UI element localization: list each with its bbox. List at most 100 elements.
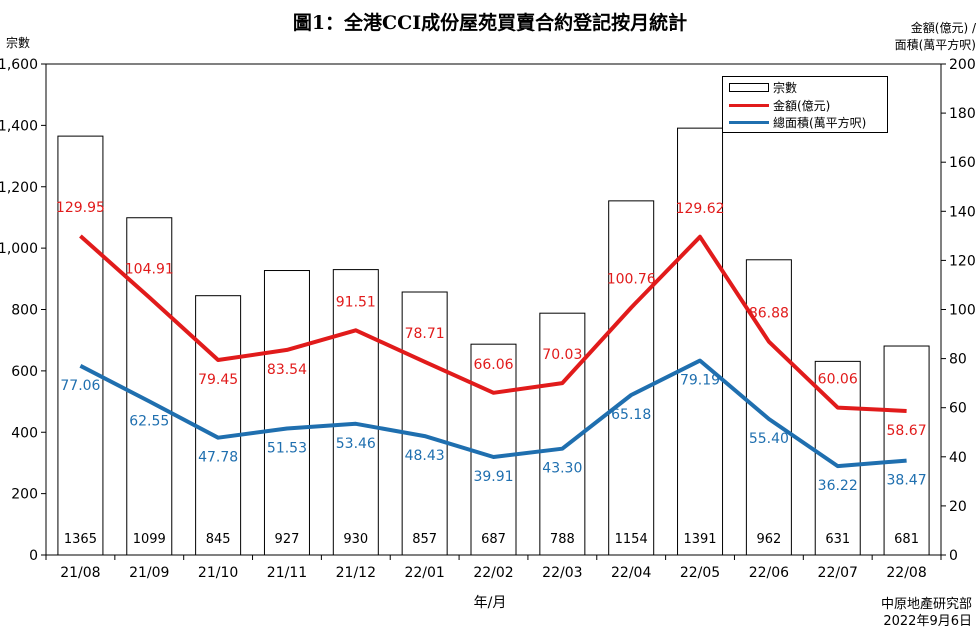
area-value-label: 62.55 bbox=[129, 413, 169, 429]
area-value-label: 39.91 bbox=[473, 469, 513, 485]
amount-value-label: 104.91 bbox=[125, 261, 174, 277]
y-right-tick-label: 160 bbox=[949, 155, 976, 171]
x-tick-label: 21/09 bbox=[129, 565, 169, 581]
legend-swatch-bar bbox=[729, 82, 769, 92]
x-axis-label: 年/月 bbox=[473, 595, 507, 611]
area-value-label: 79.19 bbox=[680, 373, 720, 389]
x-tick-label: 22/07 bbox=[818, 565, 858, 581]
x-tick-label: 22/08 bbox=[886, 565, 926, 581]
bar bbox=[539, 312, 586, 556]
legend-item-area: 總面積(萬平方呎) bbox=[729, 114, 866, 130]
bar bbox=[195, 295, 242, 556]
area-value-label: 55.40 bbox=[749, 431, 789, 447]
bar bbox=[608, 200, 655, 556]
y-right-tick-label: 60 bbox=[949, 401, 967, 417]
legend: 宗數 金額(億元) 總面積(萬平方呎) bbox=[722, 76, 888, 133]
x-tick-label: 21/08 bbox=[60, 565, 100, 581]
amount-value-label: 83.54 bbox=[267, 362, 307, 378]
y-left-tick-label: 400 bbox=[11, 425, 38, 441]
bar-value-label: 1365 bbox=[64, 532, 97, 547]
bar-value-label: 1391 bbox=[683, 532, 716, 547]
bar bbox=[677, 127, 724, 556]
y-left-tick-label: 800 bbox=[11, 303, 38, 319]
y-axis-right-label-line2: 面積(萬平方呎) bbox=[894, 38, 976, 52]
amount-value-label: 129.62 bbox=[676, 201, 725, 217]
area-value-label: 51.53 bbox=[267, 440, 307, 456]
chart-title: 圖1：全港CCI成份屋苑買賣合約登記按月統計 bbox=[292, 12, 688, 34]
legend-item-amount: 金額(億元) bbox=[729, 97, 830, 113]
legend-swatch-amount bbox=[729, 103, 769, 107]
bar bbox=[126, 217, 173, 556]
legend-item-bar: 宗數 bbox=[729, 79, 797, 95]
y-left-tick-label: 1,600 bbox=[0, 57, 38, 73]
amount-value-label: 70.03 bbox=[542, 347, 582, 363]
bar-value-label: 962 bbox=[756, 532, 781, 547]
area-value-label: 53.46 bbox=[336, 436, 376, 452]
amount-value-label: 86.88 bbox=[749, 306, 789, 322]
y-left-tick-label: 1,200 bbox=[0, 180, 38, 196]
bar-value-label: 845 bbox=[206, 532, 231, 547]
y-right-tick-label: 140 bbox=[949, 204, 976, 220]
bar-value-label: 788 bbox=[550, 532, 575, 547]
bar bbox=[745, 259, 792, 556]
amount-value-label: 58.67 bbox=[887, 423, 927, 439]
legend-label-bar: 宗數 bbox=[773, 80, 798, 95]
area-value-label: 36.22 bbox=[818, 478, 858, 494]
bar bbox=[263, 270, 310, 556]
bar-value-label: 681 bbox=[894, 532, 919, 547]
source-note: 中原地產研究部 2022年9月6日 bbox=[881, 596, 972, 630]
x-tick-label: 22/02 bbox=[473, 565, 513, 581]
bar bbox=[470, 343, 517, 556]
bar-value-label: 687 bbox=[481, 532, 506, 547]
bar bbox=[401, 291, 448, 556]
bar-value-label: 1099 bbox=[133, 532, 166, 547]
area-line bbox=[79, 358, 907, 469]
x-tick-label: 21/12 bbox=[336, 565, 376, 581]
area-value-label: 38.47 bbox=[887, 473, 927, 489]
amount-value-label: 129.95 bbox=[56, 200, 105, 216]
y-left-tick-label: 600 bbox=[11, 364, 38, 380]
y-axis-left-label: 宗數 bbox=[6, 36, 31, 50]
bar bbox=[332, 269, 379, 556]
bar-value-label: 857 bbox=[412, 532, 437, 547]
x-tick-label: 22/04 bbox=[611, 565, 651, 581]
y-right-tick-label: 200 bbox=[949, 57, 976, 73]
area-value-label: 65.18 bbox=[611, 407, 651, 423]
y-right-tick-label: 80 bbox=[949, 352, 967, 368]
bar bbox=[883, 345, 930, 556]
y-left-tick-label: 1,400 bbox=[0, 118, 38, 134]
y-axis-right-label-line1: 金額(億元) / bbox=[910, 21, 976, 35]
x-tick-label: 22/06 bbox=[749, 565, 789, 581]
y-left-tick-label: 200 bbox=[11, 487, 38, 503]
legend-swatch-area bbox=[729, 120, 769, 124]
x-tick-label: 22/03 bbox=[542, 565, 582, 581]
x-tick-label: 22/01 bbox=[404, 565, 444, 581]
y-right-tick-label: 0 bbox=[949, 548, 958, 564]
amount-value-label: 60.06 bbox=[818, 372, 858, 388]
bar-value-label: 930 bbox=[343, 532, 368, 547]
amount-value-label: 91.51 bbox=[336, 294, 376, 310]
bar-value-label: 631 bbox=[825, 532, 850, 547]
area-value-label: 43.30 bbox=[542, 461, 582, 477]
x-tick-label: 22/05 bbox=[680, 565, 720, 581]
area-value-label: 47.78 bbox=[198, 450, 238, 466]
area-value-label: 48.43 bbox=[405, 448, 445, 464]
legend-label-area: 總面積(萬平方呎) bbox=[773, 115, 867, 130]
bar bbox=[57, 135, 104, 556]
amount-value-label: 79.45 bbox=[198, 372, 238, 388]
y-right-tick-label: 180 bbox=[949, 106, 976, 122]
amount-value-label: 78.71 bbox=[405, 326, 445, 342]
y-right-tick-label: 20 bbox=[949, 499, 967, 515]
legend-label-amount: 金額(億元) bbox=[773, 98, 831, 113]
source-date: 2022年9月6日 bbox=[883, 614, 972, 629]
y-right-tick-label: 120 bbox=[949, 253, 976, 269]
amount-value-label: 66.06 bbox=[473, 357, 513, 373]
x-tick-label: 21/10 bbox=[198, 565, 238, 581]
y-left-tick-label: 0 bbox=[29, 548, 38, 564]
y-axis-right-label: 金額(億元) / 面積(萬平方呎) bbox=[895, 20, 976, 54]
bar-value-label: 1154 bbox=[615, 532, 648, 547]
y-left-tick-label: 1,000 bbox=[0, 241, 38, 257]
y-right-tick-label: 40 bbox=[949, 450, 967, 466]
amount-value-label: 100.76 bbox=[607, 272, 656, 288]
